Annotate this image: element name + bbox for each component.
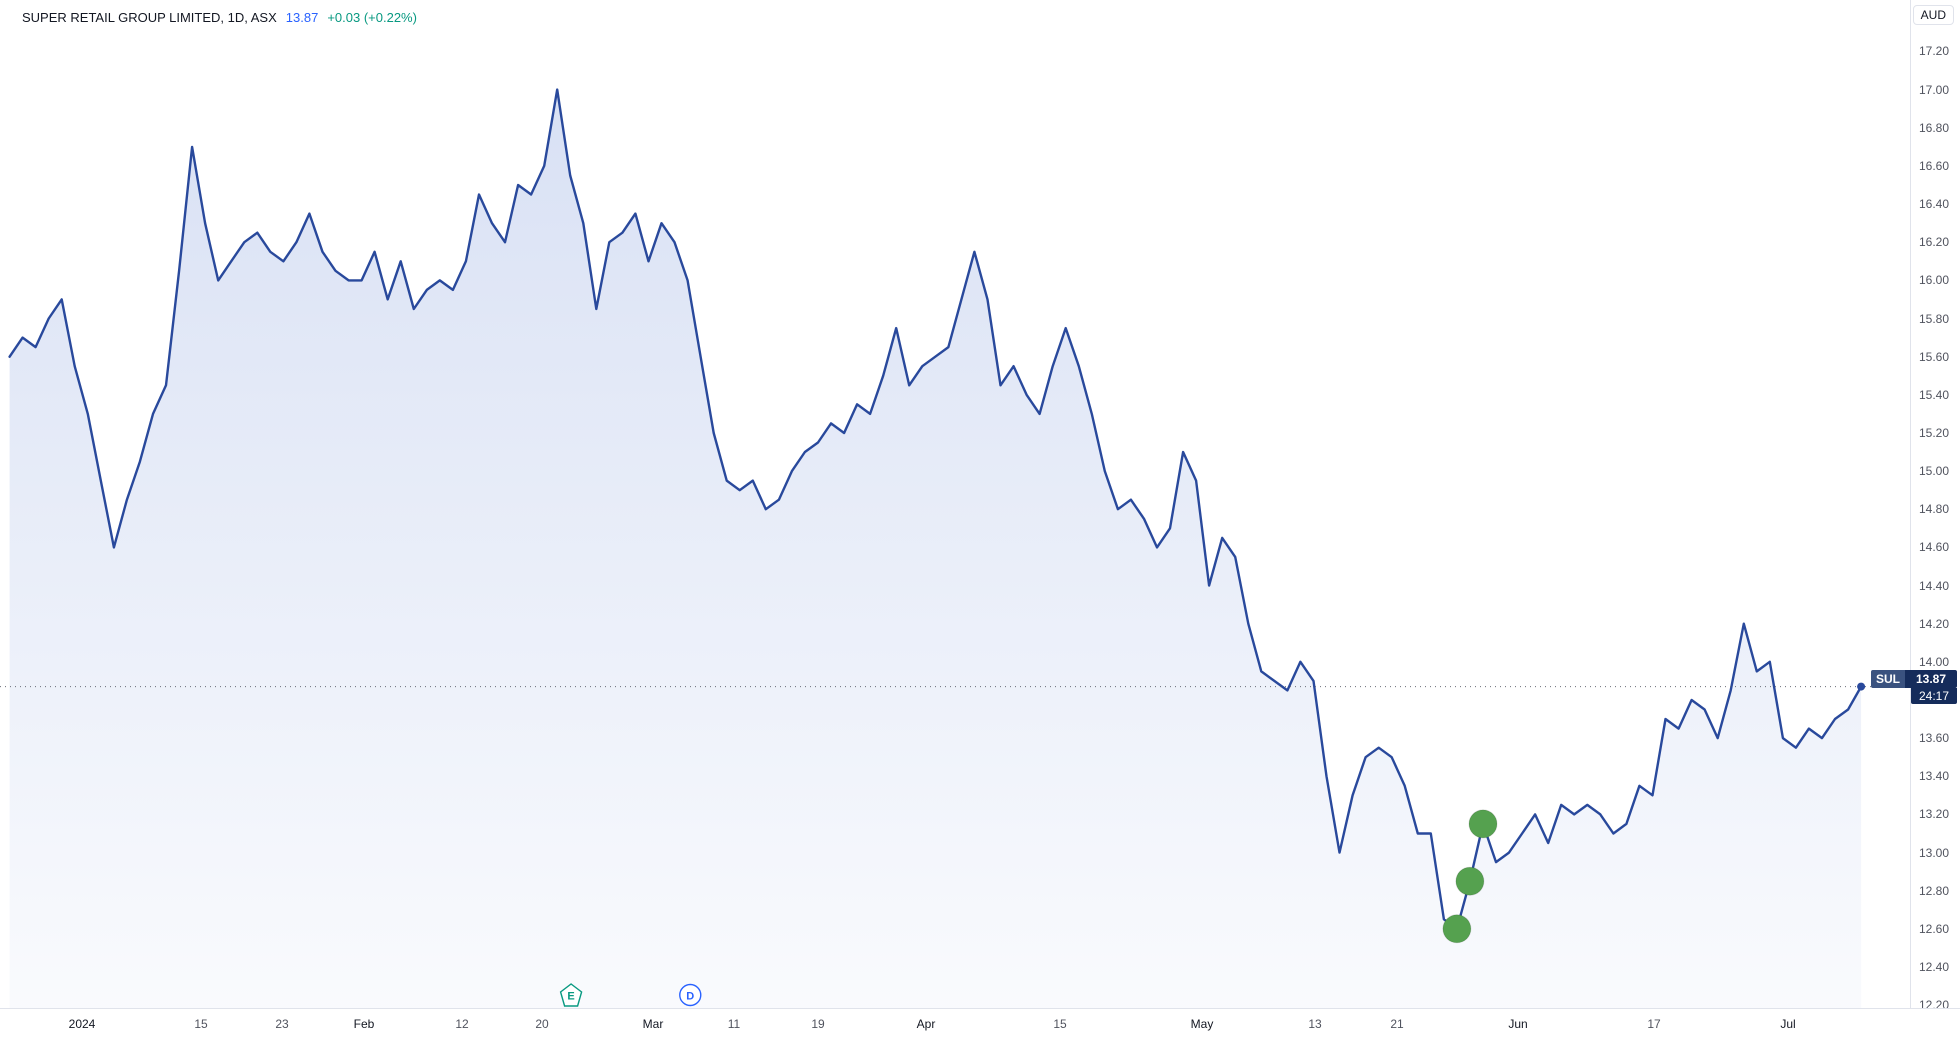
current-price-tag: SUL 13.87 24:17 (1871, 670, 1957, 704)
earnings-icon-shape (559, 983, 583, 1007)
price-axis-label: 16.60 (1919, 159, 1950, 173)
price-line (8, 88, 1863, 930)
earnings-icon-letter: E (567, 990, 574, 1002)
buy-marker[interactable] (1468, 809, 1498, 839)
time-axis-label: 19 (811, 1017, 825, 1031)
price-axis-label: 17.20 (1919, 44, 1950, 58)
price-axis-label: 15.80 (1919, 312, 1950, 326)
time-axis-label: Jun (1508, 1017, 1528, 1031)
price-axis-label: 13.40 (1919, 769, 1950, 783)
price-axis-label: 15.00 (1919, 464, 1950, 478)
time-axis-label: 15 (194, 1017, 208, 1031)
legend-last-price: 13.87 (285, 10, 319, 25)
buy-markers-group (1442, 809, 1498, 944)
price-axis[interactable]: 17.20 17.00 16.80 16.60 16.40 16.20 16.00 15.80… (1910, 0, 1960, 1012)
legend-price-change: +0.03 (+0.22%) (327, 10, 417, 25)
price-axis-label: 14.80 (1919, 502, 1950, 516)
price-axis-label: 12.40 (1919, 960, 1950, 974)
price-axis-label: 14.40 (1919, 579, 1950, 593)
price-axis-label: 12.60 (1919, 922, 1950, 936)
symbol-title: SUPER RETAIL GROUP LIMITED, 1D, ASX (22, 10, 277, 25)
price-axis-label: 12.80 (1919, 884, 1950, 898)
buy-marker[interactable] (1455, 866, 1485, 896)
price-tag-value: 13.87 (1905, 670, 1957, 688)
time-axis-label: 13 (1308, 1017, 1322, 1031)
time-axis-label: 17 (1647, 1017, 1661, 1031)
price-axis-label: 15.20 (1919, 426, 1950, 440)
time-axis-label: 23 (275, 1017, 289, 1031)
price-axis-label: 13.00 (1919, 846, 1950, 860)
time-axis-label: Jul (1780, 1017, 1796, 1031)
symbol-legend[interactable]: SUPER RETAIL GROUP LIMITED, 1D, ASX 13.8… (22, 10, 417, 25)
time-axis-label: Mar (642, 1017, 664, 1031)
time-axis[interactable]: 2024 15 23 Feb 12 20 Mar 11 19 Apr 15 May 13 21 Jun 17 J… (0, 1008, 1960, 1039)
bar-countdown: 24:17 (1911, 688, 1957, 704)
time-axis-label: 12 (455, 1017, 469, 1031)
price-axis-label: 14.60 (1919, 540, 1950, 554)
price-axis-label: 16.20 (1919, 235, 1950, 249)
time-axis-label: 20 (535, 1017, 549, 1031)
time-axis-label: 11 (727, 1017, 741, 1031)
currency-button[interactable]: AUD (1912, 5, 1954, 25)
price-axis-label: 16.40 (1919, 197, 1950, 211)
time-axis-label: 15 (1053, 1017, 1067, 1031)
dividend-icon-letter: D (686, 990, 694, 1002)
time-axis-label: Feb (353, 1017, 375, 1031)
last-price-dot (1857, 682, 1866, 691)
time-axis-label: Apr (916, 1017, 936, 1031)
price-axis-label: 16.80 (1919, 121, 1950, 135)
time-axis-label: 2024 (68, 1017, 96, 1031)
price-axis-label: 17.00 (1919, 83, 1950, 97)
buy-marker[interactable] (1442, 914, 1472, 944)
time-axis-label: May (1190, 1017, 1214, 1031)
dividend-icon-shape (679, 983, 702, 1007)
area-fill (9, 89, 1862, 1008)
dividend-icon[interactable]: D (679, 983, 702, 1007)
price-axis-label: 14.00 (1919, 655, 1950, 669)
price-tag-symbol: SUL (1871, 670, 1905, 688)
price-axis-label: 16.00 (1919, 273, 1950, 287)
price-axis-label: 13.60 (1919, 731, 1950, 745)
time-axis-label: 21 (1390, 1017, 1404, 1031)
price-axis-label: 15.40 (1919, 388, 1950, 402)
price-axis-label: 14.20 (1919, 617, 1950, 631)
earnings-icon[interactable]: E (559, 983, 583, 1007)
price-axis-label: 15.60 (1919, 350, 1950, 364)
price-axis-label: 13.20 (1919, 807, 1950, 821)
price-tag-row: SUL 13.87 (1871, 670, 1957, 688)
